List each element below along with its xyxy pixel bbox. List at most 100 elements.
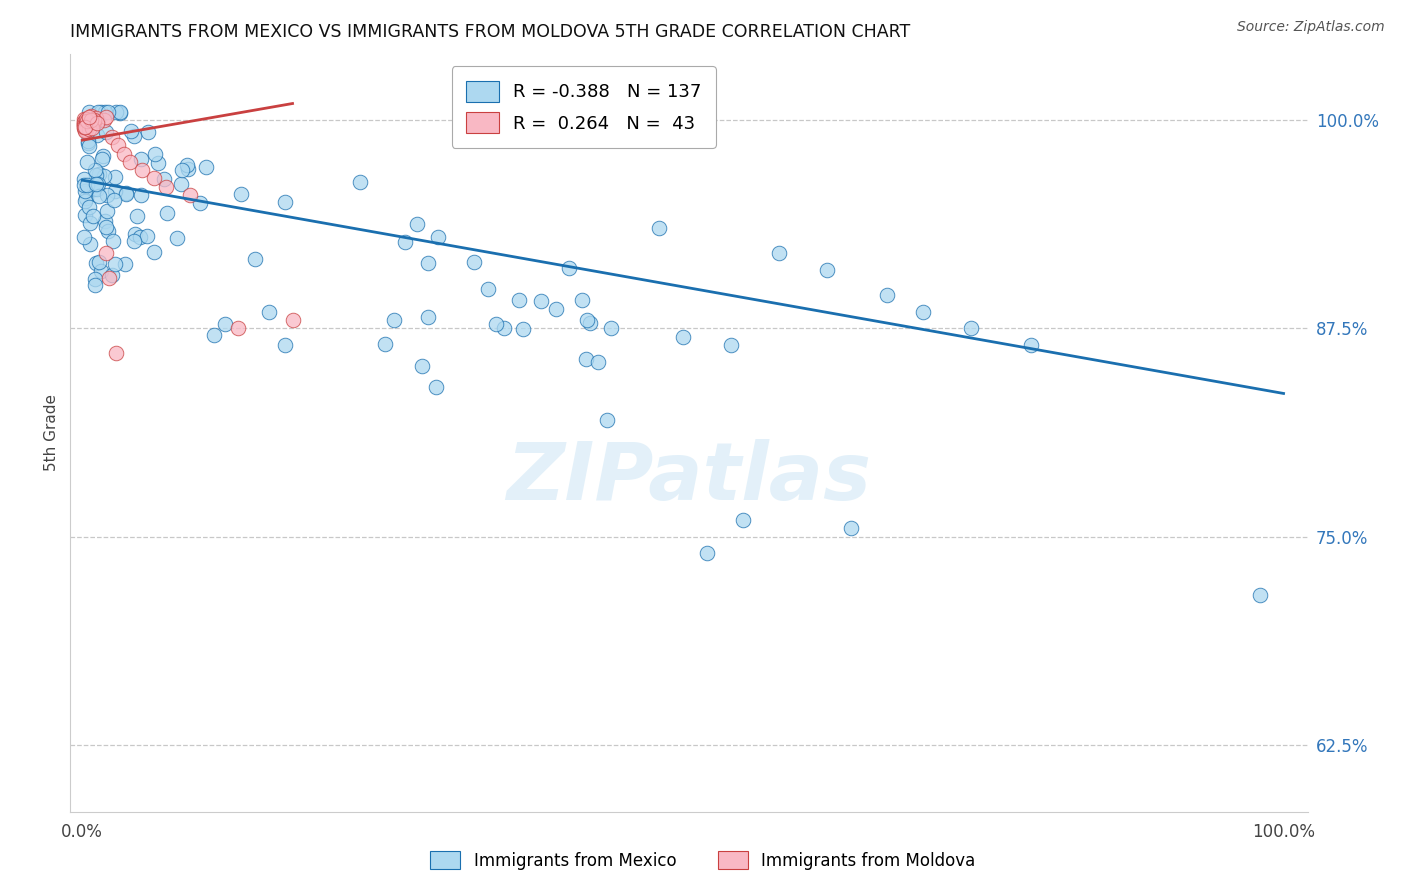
Point xyxy=(170,177,193,191)
Point xyxy=(579,316,602,330)
Point xyxy=(77,110,100,124)
Point xyxy=(76,178,98,193)
Point xyxy=(127,209,149,223)
Point xyxy=(176,157,198,171)
Point xyxy=(93,112,115,127)
Point xyxy=(416,310,439,324)
Point xyxy=(214,317,236,331)
Point xyxy=(463,254,485,268)
Point xyxy=(76,114,98,128)
Point xyxy=(91,149,114,163)
Point xyxy=(83,112,105,127)
Point xyxy=(485,317,508,331)
Point xyxy=(96,111,118,125)
Point xyxy=(76,155,98,169)
Point xyxy=(114,187,136,202)
Point xyxy=(124,227,146,242)
Point xyxy=(84,177,107,191)
Point xyxy=(94,104,117,119)
Point xyxy=(135,228,157,243)
Point xyxy=(575,313,598,327)
Point xyxy=(75,120,97,134)
Legend: R = -0.388   N = 137, R =  0.264   N =  43: R = -0.388 N = 137, R = 0.264 N = 43 xyxy=(451,66,716,148)
Point xyxy=(104,346,127,360)
Point xyxy=(406,217,429,231)
Point xyxy=(72,112,94,126)
Point xyxy=(143,147,166,161)
Point xyxy=(75,123,97,137)
Point xyxy=(93,169,115,183)
Point xyxy=(87,167,110,181)
Point xyxy=(349,174,371,188)
Point xyxy=(477,282,499,296)
Point xyxy=(104,104,127,119)
Point xyxy=(77,139,100,153)
Point xyxy=(77,122,100,136)
Point xyxy=(136,125,159,139)
Point xyxy=(274,195,297,210)
Point xyxy=(73,230,96,244)
Point xyxy=(281,313,304,327)
Point xyxy=(84,256,107,270)
Point xyxy=(114,257,136,271)
Point xyxy=(1019,338,1042,352)
Point xyxy=(96,203,118,218)
Point xyxy=(97,271,120,285)
Point xyxy=(104,184,127,198)
Point xyxy=(73,208,96,222)
Point xyxy=(839,521,862,535)
Point xyxy=(177,162,200,177)
Text: Source: ZipAtlas.com: Source: ZipAtlas.com xyxy=(1237,20,1385,34)
Point xyxy=(94,125,117,139)
Point xyxy=(84,272,107,286)
Point xyxy=(166,231,188,245)
Point xyxy=(170,163,193,178)
Point xyxy=(426,230,449,244)
Point xyxy=(83,115,105,129)
Point xyxy=(155,179,177,194)
Point xyxy=(86,116,108,130)
Point xyxy=(73,178,96,192)
Legend: Immigrants from Mexico, Immigrants from Moldova: Immigrants from Mexico, Immigrants from … xyxy=(423,845,983,877)
Point xyxy=(96,188,118,202)
Point xyxy=(131,163,153,178)
Point xyxy=(103,194,125,208)
Point xyxy=(87,113,110,128)
Point xyxy=(558,260,581,275)
Point xyxy=(90,104,112,119)
Point xyxy=(87,104,110,119)
Point xyxy=(153,172,176,186)
Point xyxy=(72,118,94,132)
Point xyxy=(696,546,718,560)
Point xyxy=(599,321,621,335)
Point xyxy=(72,115,94,129)
Point xyxy=(190,195,212,210)
Point xyxy=(77,104,100,119)
Point xyxy=(876,288,898,302)
Point xyxy=(530,293,553,308)
Point xyxy=(73,123,96,137)
Point xyxy=(195,160,218,174)
Point xyxy=(96,246,118,260)
Point xyxy=(672,330,695,344)
Point xyxy=(89,189,111,203)
Point xyxy=(512,321,534,335)
Point xyxy=(94,214,117,228)
Text: ZIPatlas: ZIPatlas xyxy=(506,439,872,517)
Point xyxy=(73,121,96,136)
Point xyxy=(575,351,598,366)
Point xyxy=(86,182,108,196)
Point xyxy=(77,134,100,148)
Point xyxy=(73,115,96,129)
Point xyxy=(508,293,530,307)
Point xyxy=(79,236,101,251)
Point xyxy=(83,163,105,178)
Point xyxy=(544,302,567,317)
Point xyxy=(104,169,127,184)
Point xyxy=(108,104,131,119)
Point xyxy=(75,124,97,138)
Point xyxy=(129,188,152,202)
Point xyxy=(75,184,97,198)
Point xyxy=(72,119,94,133)
Point xyxy=(202,327,225,342)
